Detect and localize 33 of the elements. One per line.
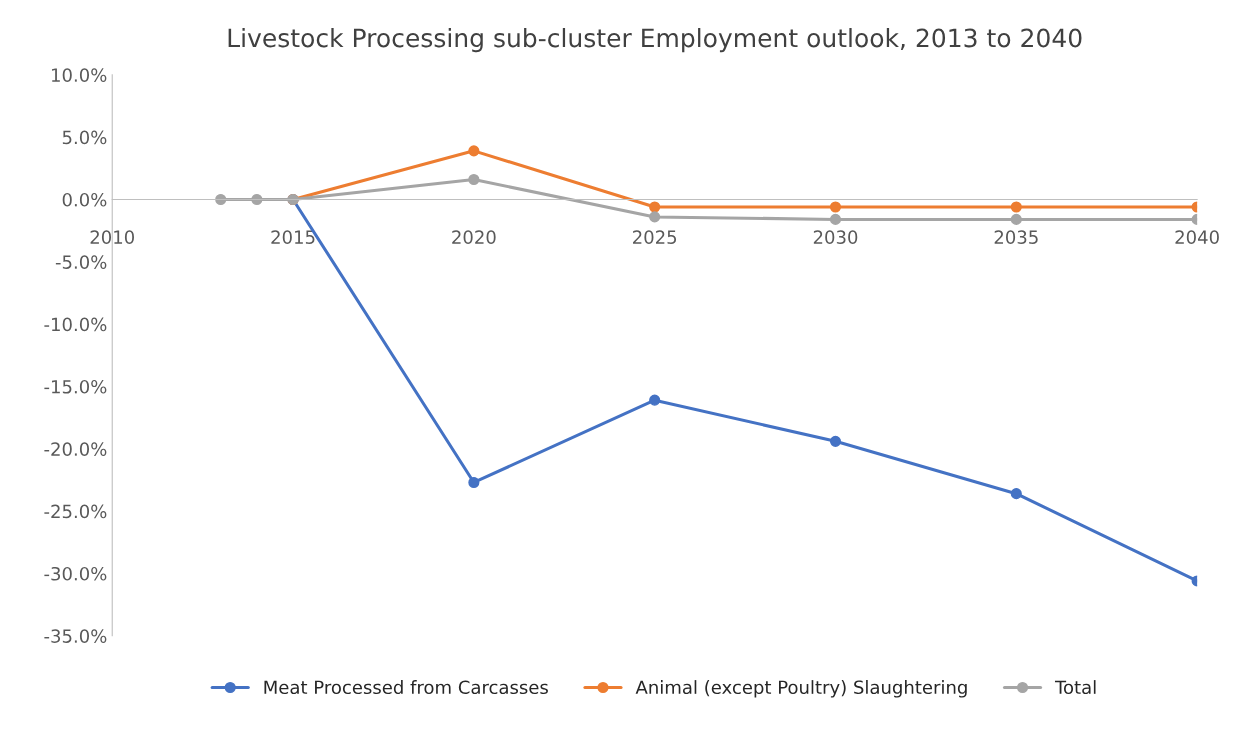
point xyxy=(649,201,661,213)
point xyxy=(829,213,842,225)
legend-label: Animal (except Poultry) Slaughtering xyxy=(635,680,967,698)
point xyxy=(468,173,480,186)
x-tick-label: 2030 xyxy=(813,230,858,244)
chart-title: Livestock Processing sub-cluster Employment outlook, 2013 to 2040 xyxy=(228,28,1082,53)
point xyxy=(829,435,842,447)
x-tick-label: 2040 xyxy=(1175,230,1219,244)
x-tick-label: 2025 xyxy=(633,230,677,244)
x-tick-label: 2020 xyxy=(452,230,496,244)
y-tick-label: -20.0% xyxy=(44,442,107,456)
y-tick-label: 10.0% xyxy=(51,68,107,82)
y-tick-label: 0.0% xyxy=(62,192,107,207)
point xyxy=(649,211,661,223)
y-tick-label: -30.0% xyxy=(44,566,107,581)
x-tick-label: 2015 xyxy=(271,230,315,244)
legend-label: Total xyxy=(1054,680,1096,695)
point xyxy=(468,145,480,157)
point xyxy=(829,201,842,213)
point xyxy=(1010,488,1022,500)
x-tick-label: 2010 xyxy=(90,230,135,244)
y-tick-label: -35.0% xyxy=(44,629,107,643)
y-tick-label: -10.0% xyxy=(44,317,107,332)
y-tick-label: -25.0% xyxy=(44,504,107,519)
y-tick-label: -15.0% xyxy=(44,379,107,394)
x-tick-label: 2035 xyxy=(994,230,1038,244)
y-tick-label: -5.0% xyxy=(55,255,107,269)
legend-label: Meat Processed from Carcasses xyxy=(264,680,548,695)
y-tick-label: 5.0% xyxy=(62,130,107,145)
point xyxy=(1010,201,1022,213)
point xyxy=(1010,213,1022,225)
point xyxy=(468,476,480,489)
point xyxy=(649,394,661,406)
